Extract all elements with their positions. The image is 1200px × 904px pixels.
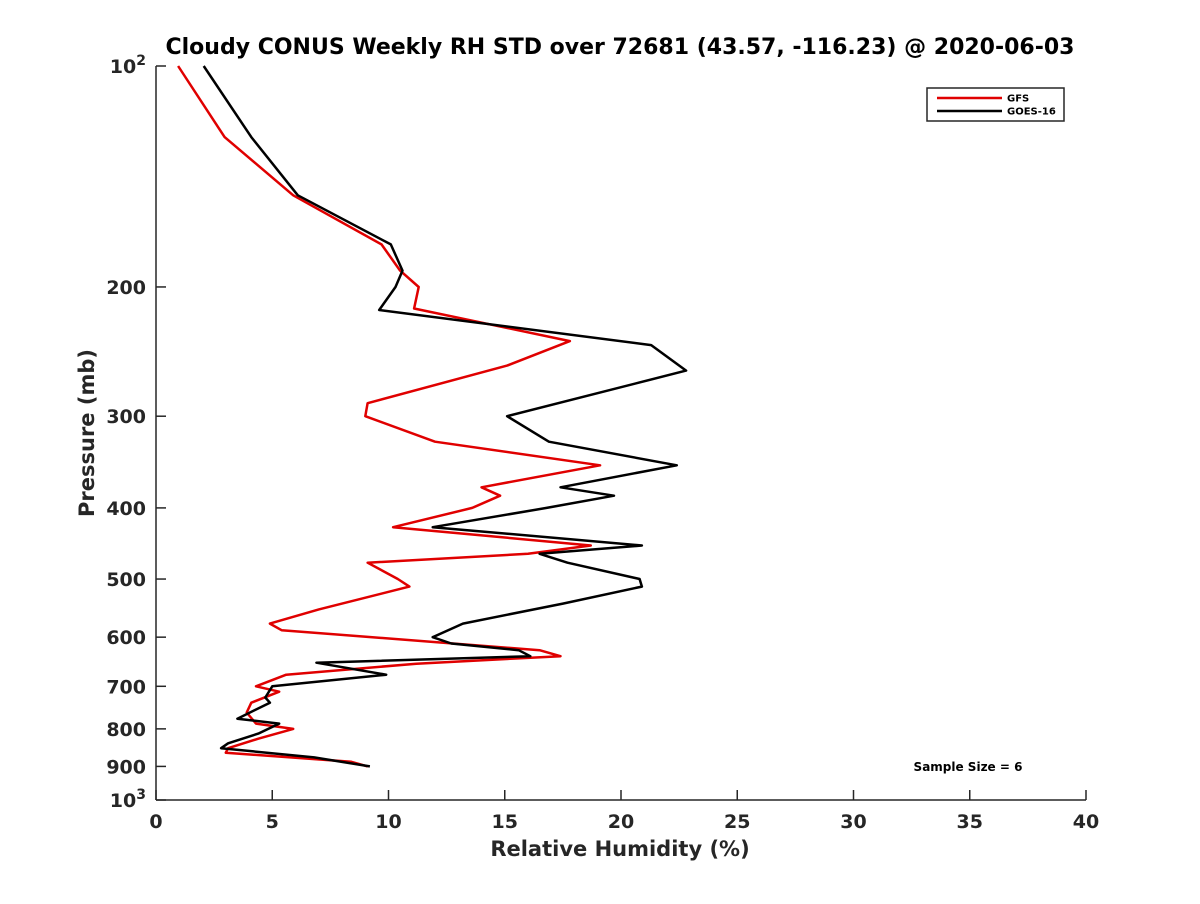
x-tick-label: 10 (375, 811, 401, 833)
y-tick-label: 800 (106, 719, 146, 741)
y-tick-label: 700 (106, 676, 146, 698)
x-axis: 0 5 10 15 20 25 30 35 40 (149, 790, 1099, 833)
plot-area (177, 65, 688, 768)
legend-box (926, 87, 1065, 122)
x-tick-label: 35 (957, 811, 983, 833)
x-tick-label: 20 (608, 811, 634, 833)
legend-label: GOES-16 (1007, 107, 1056, 118)
x-axis-label: Relative Humidity (%) (490, 837, 749, 861)
legend: GFS GOES-16 (926, 87, 1065, 122)
y-tick-label: 500 (106, 569, 146, 591)
x-tick-label: 5 (266, 811, 279, 833)
y-tick-label: 102 (110, 53, 146, 78)
y-tick-label: 300 (106, 406, 146, 428)
x-tick-label: 15 (492, 811, 518, 833)
sample-size-annotation: Sample Size = 6 (914, 760, 1023, 774)
legend-label: GFS (1007, 94, 1029, 105)
series-line-goes-16 (202, 65, 688, 768)
y-tick-label: 103 (110, 787, 146, 812)
y-tick-label: 900 (106, 756, 146, 778)
y-axis: 102 200 300 400 500 600 700 800 900 103 (106, 53, 166, 812)
chart-title: Cloudy CONUS Weekly RH STD over 72681 (4… (166, 35, 1075, 60)
x-tick-label: 40 (1073, 811, 1099, 833)
y-tick-label: 400 (106, 498, 146, 520)
y-tick-label: 600 (106, 627, 146, 649)
x-tick-label: 30 (840, 811, 866, 833)
x-tick-label: 0 (149, 811, 162, 833)
axes (155, 66, 1086, 801)
x-tick-label: 25 (724, 811, 750, 833)
y-tick-label: 200 (106, 277, 146, 299)
y-axis-label: Pressure (mb) (75, 349, 99, 517)
